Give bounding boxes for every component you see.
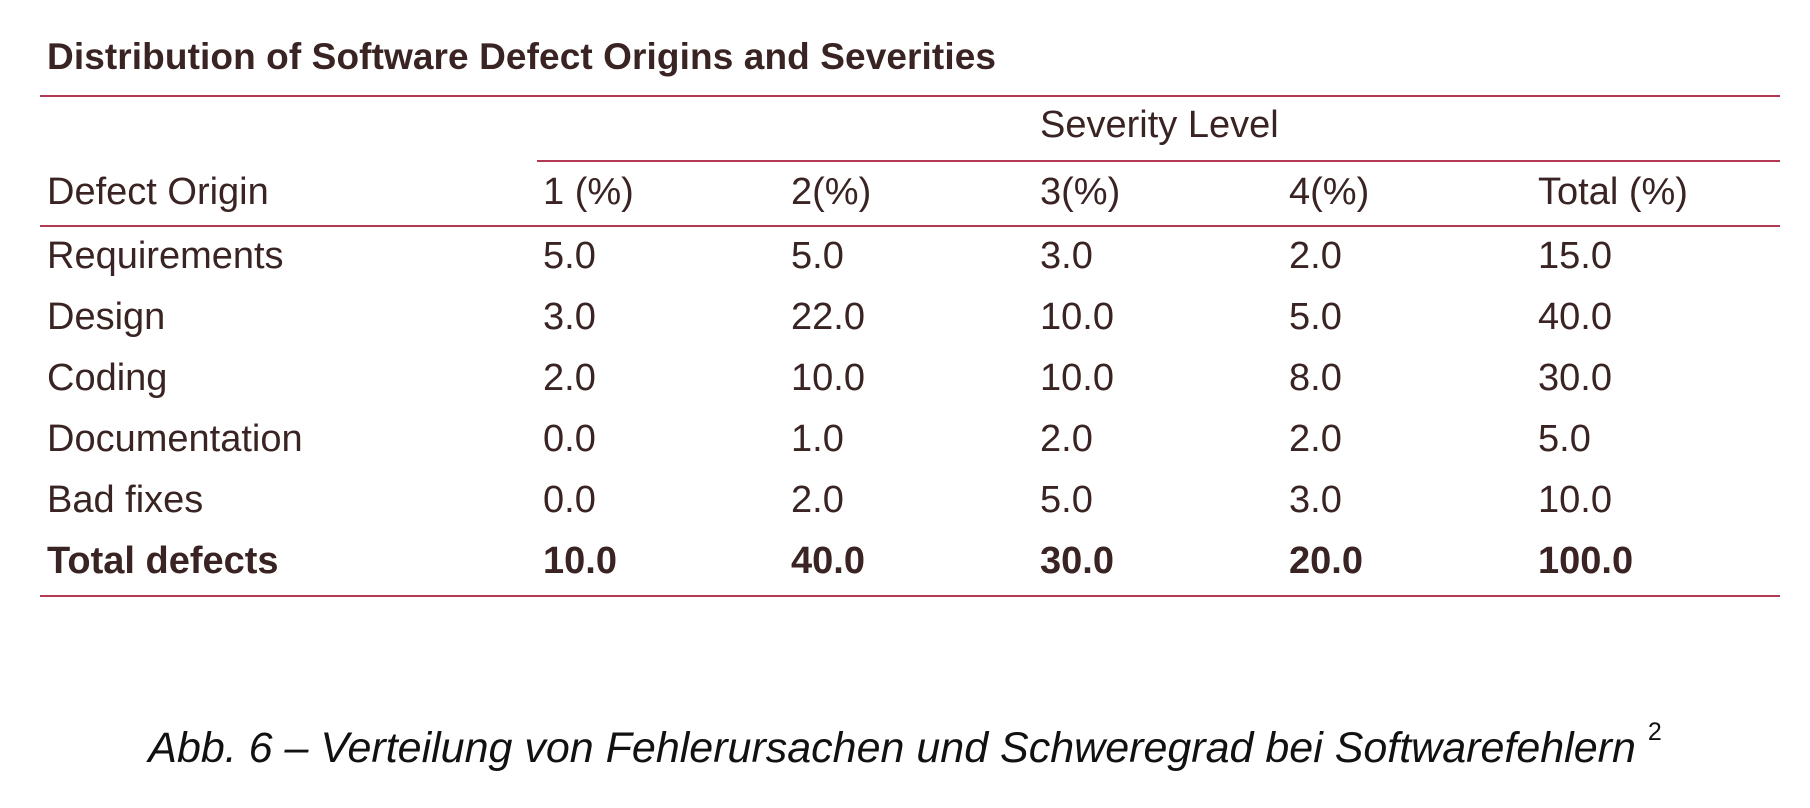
header-severity-2: 2(%) — [791, 171, 872, 213]
table-cell: 22.0 — [791, 296, 865, 338]
table-cell: 2.0 — [543, 357, 596, 399]
table-cell: 10.0 — [1538, 479, 1612, 521]
total-cell: 10.0 — [543, 540, 617, 582]
header-total: Total (%) — [1538, 171, 1688, 213]
severity-group-header: Severity Level — [1040, 104, 1279, 146]
total-cell: 100.0 — [1538, 540, 1634, 582]
table-cell: 3.0 — [1040, 235, 1093, 277]
caption-footnote: 2 — [1647, 718, 1662, 746]
table-cell: 2.0 — [1289, 235, 1342, 277]
total-cell: 20.0 — [1289, 540, 1363, 582]
group-rule — [537, 160, 1780, 162]
row-label: Documentation — [47, 418, 303, 460]
table-cell: 2.0 — [1040, 418, 1093, 460]
header-defect-origin: Defect Origin — [47, 171, 269, 213]
table-cell: 8.0 — [1289, 357, 1342, 399]
table-cell: 10.0 — [1040, 357, 1114, 399]
row-label: Coding — [47, 357, 168, 399]
table-cell: 0.0 — [543, 479, 596, 521]
total-cell: 40.0 — [791, 540, 865, 582]
row-label: Design — [47, 296, 166, 338]
caption-text: Abb. 6 – Verteilung von Fehlerursachen u… — [148, 724, 1636, 772]
row-label: Requirements — [47, 235, 284, 277]
table-cell: 40.0 — [1538, 296, 1612, 338]
table-cell: 30.0 — [1538, 357, 1612, 399]
table-cell: 3.0 — [1289, 479, 1342, 521]
table-cell: 0.0 — [543, 418, 596, 460]
table-cell: 10.0 — [1040, 296, 1114, 338]
bottom-rule — [40, 595, 1780, 597]
table-cell: 1.0 — [791, 418, 844, 460]
total-cell: 30.0 — [1040, 540, 1114, 582]
table-cell: 10.0 — [791, 357, 865, 399]
table-cell: 5.0 — [543, 235, 596, 277]
row-label: Bad fixes — [47, 479, 204, 521]
header-severity-3: 3(%) — [1040, 171, 1121, 213]
header-severity-4: 4(%) — [1289, 171, 1370, 213]
table-cell: 5.0 — [1040, 479, 1093, 521]
table-cell: 3.0 — [543, 296, 596, 338]
table-cell: 5.0 — [1289, 296, 1342, 338]
total-label: Total defects — [47, 540, 279, 582]
header-severity-1: 1 (%) — [543, 171, 634, 213]
table-cell: 15.0 — [1538, 235, 1612, 277]
table-cell: 5.0 — [1538, 418, 1591, 460]
table-title: Distribution of Software Defect Origins … — [47, 36, 997, 77]
table-cell: 2.0 — [1289, 418, 1342, 460]
top-rule — [40, 95, 1780, 97]
table-cell: 5.0 — [791, 235, 844, 277]
figure-caption: Abb. 6 – Verteilung von Fehlerursachen u… — [0, 718, 1810, 773]
header-rule — [40, 225, 1780, 227]
table-cell: 2.0 — [791, 479, 844, 521]
